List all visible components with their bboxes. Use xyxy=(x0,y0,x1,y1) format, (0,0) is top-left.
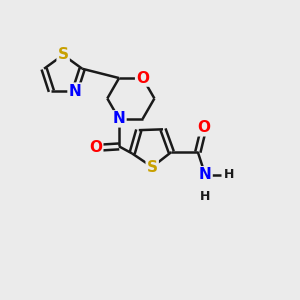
Text: O: O xyxy=(197,120,210,135)
Text: N: N xyxy=(113,111,125,126)
Text: N: N xyxy=(199,167,211,182)
Text: H: H xyxy=(200,190,210,203)
Text: O: O xyxy=(89,140,102,155)
Text: O: O xyxy=(136,70,149,86)
Text: S: S xyxy=(147,160,158,175)
Text: H: H xyxy=(224,168,234,181)
Text: S: S xyxy=(58,47,69,62)
Text: N: N xyxy=(68,84,81,99)
